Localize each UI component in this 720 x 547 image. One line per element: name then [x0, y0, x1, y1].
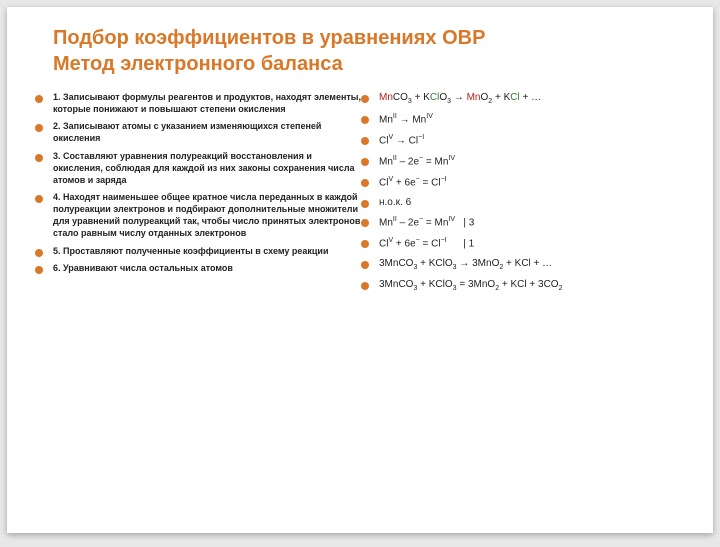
list-item-text: MnII → MnIV: [379, 112, 433, 127]
bullet-icon: [361, 137, 369, 145]
bullet-icon: [361, 261, 369, 269]
list-item: 1. Записывают формулы реагентов и продук…: [53, 91, 363, 115]
slide-title: Подбор коэффициентов в уравнениях ОВР Ме…: [53, 25, 685, 77]
list-item: 6. Уравнивают числа остальных атомов: [53, 262, 363, 274]
bullet-icon: [361, 219, 369, 227]
list-item-text: 3MnCO3 + KClO3 → 3MnO2 + KCl + …: [379, 257, 552, 272]
list-item: 5. Проставляют полученные коэффициенты в…: [53, 245, 363, 257]
bullet-icon: [361, 95, 369, 103]
list-item-text: 1. Записывают формулы реагентов и продук…: [53, 91, 363, 115]
bullet-icon: [35, 249, 43, 257]
list-item: MnCO3 + KClO3 → MnO2 + KCl + …: [379, 91, 679, 106]
title-line-2: Метод электронного баланса: [53, 51, 685, 77]
list-item-text: 6. Уравнивают числа остальных атомов: [53, 262, 233, 274]
list-item: 3MnCO3 + KClO3 = 3MnO2 + KCl + 3CO2: [379, 278, 679, 293]
bullet-icon: [361, 158, 369, 166]
list-item: н.о.к. 6: [379, 196, 679, 210]
list-item: 3. Составляют уравнения полуреакций восс…: [53, 150, 363, 186]
list-item: 3MnCO3 + KClO3 → 3MnO2 + KCl + …: [379, 257, 679, 272]
bullet-icon: [35, 124, 43, 132]
bullet-icon: [361, 116, 369, 124]
list-item-text: ClV + 6e− = Cl−I: [379, 175, 447, 190]
list-item-text: MnII – 2e− = MnIV | 3: [379, 215, 474, 230]
list-item: 2. Записывают атомы с указанием изменяющ…: [53, 120, 363, 144]
list-item-text: 3. Составляют уравнения полуреакций восс…: [53, 150, 363, 186]
list-item-text: н.о.к. 6: [379, 196, 411, 210]
list-item-text: MnII – 2e− = MnIV: [379, 154, 455, 169]
list-item-text: 3MnCO3 + KClO3 = 3MnO2 + KCl + 3CO2: [379, 278, 562, 293]
list-item: ClV + 6e− = Cl−I | 1: [379, 236, 679, 251]
list-item-text: 4. Находят наименьшее общее кратное числ…: [53, 191, 363, 240]
content-columns: 1. Записывают формулы реагентов и продук…: [53, 91, 685, 300]
list-item-text: ClV + 6e− = Cl−I | 1: [379, 236, 474, 251]
list-item: MnII – 2e− = MnIV | 3: [379, 215, 679, 230]
right-column: MnCO3 + KClO3 → MnO2 + KCl + … MnII → MnI…: [379, 91, 679, 300]
list-item: MnII → MnIV: [379, 112, 679, 127]
list-item: ClV → Cl−I: [379, 133, 679, 148]
bullet-icon: [361, 200, 369, 208]
list-item-text: MnCO3 + KClO3 → MnO2 + KCl + …: [379, 91, 541, 106]
slide: Подбор коэффициентов в уравнениях ОВР Ме…: [7, 7, 713, 533]
bullet-icon: [361, 282, 369, 290]
list-item: ClV + 6e− = Cl−I: [379, 175, 679, 190]
left-column: 1. Записывают формулы реагентов и продук…: [53, 91, 363, 300]
bullet-icon: [361, 179, 369, 187]
list-item: MnII – 2e− = MnIV: [379, 154, 679, 169]
list-item-text: 2. Записывают атомы с указанием изменяющ…: [53, 120, 363, 144]
bullet-icon: [35, 195, 43, 203]
bullet-icon: [35, 95, 43, 103]
bullet-icon: [35, 154, 43, 162]
list-item-text: ClV → Cl−I: [379, 133, 424, 148]
bullet-icon: [361, 240, 369, 248]
bullet-icon: [35, 266, 43, 274]
title-line-1: Подбор коэффициентов в уравнениях ОВР: [53, 25, 685, 51]
list-item: 4. Находят наименьшее общее кратное числ…: [53, 191, 363, 240]
list-item-text: 5. Проставляют полученные коэффициенты в…: [53, 245, 329, 257]
